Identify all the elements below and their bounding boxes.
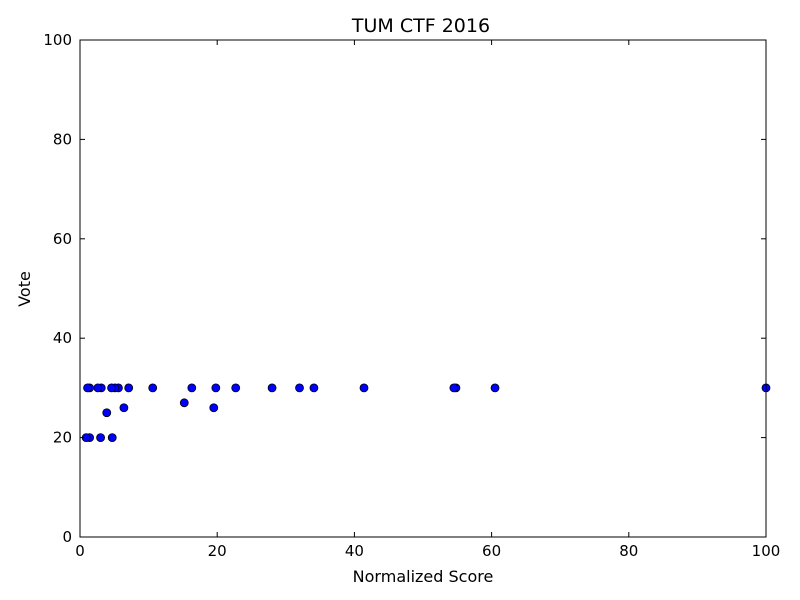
chart-title: TUM CTF 2016 — [351, 15, 490, 37]
data-point — [309, 383, 319, 393]
data-point — [295, 383, 304, 393]
y-tick-label: 0 — [62, 528, 72, 546]
y-tick-label: 80 — [53, 130, 72, 148]
x-tick-label: 0 — [75, 542, 85, 560]
data-point — [93, 383, 103, 393]
data-point — [449, 383, 459, 393]
data-point — [209, 403, 219, 413]
data-point — [107, 383, 116, 393]
data-point — [119, 403, 129, 413]
data-point — [359, 383, 369, 393]
data-points — [81, 383, 771, 443]
y-axis-label: Vote — [15, 271, 34, 307]
data-point — [267, 383, 277, 393]
x-tick-label: 80 — [619, 542, 638, 560]
data-point — [211, 383, 221, 393]
data-point — [231, 383, 241, 393]
y-tick-label: 60 — [53, 230, 72, 248]
data-point — [96, 433, 105, 443]
data-point — [187, 383, 197, 393]
data-point — [124, 383, 134, 393]
y-axis: 0 20 40 60 80 100 — [43, 31, 766, 546]
y-tick-label: 100 — [43, 31, 72, 49]
x-tick-label: 20 — [208, 542, 227, 560]
x-tick-label: 40 — [345, 542, 364, 560]
data-point — [148, 383, 158, 393]
data-point — [107, 433, 117, 443]
data-point — [179, 398, 189, 408]
y-tick-label: 40 — [53, 329, 72, 347]
x-axis: 0 20 40 60 80 100 — [75, 40, 780, 560]
data-point — [83, 383, 92, 393]
data-point — [490, 383, 500, 393]
x-tick-label: 100 — [752, 542, 781, 560]
x-axis-label: Normalized Score — [353, 567, 494, 586]
data-point — [102, 408, 112, 418]
plot-frame — [79, 39, 767, 538]
x-tick-label: 60 — [482, 542, 501, 560]
y-tick-label: 20 — [53, 429, 72, 447]
